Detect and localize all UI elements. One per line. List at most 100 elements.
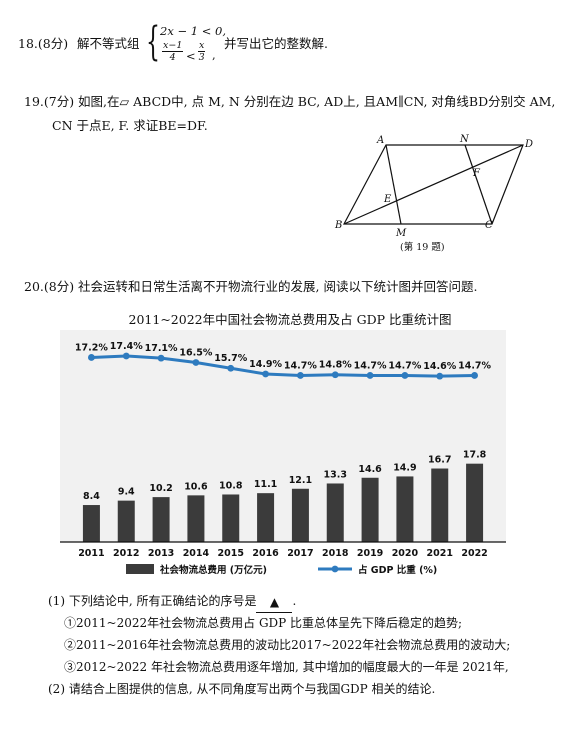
conclusion-2: ②2011~2016年社会物流总费用的波动比2017~2022年社会物流总费用的… bbox=[64, 638, 511, 652]
bar-2013 bbox=[152, 497, 170, 542]
parallelogram-figure: A N D F E B M C (第 19 题) bbox=[334, 134, 533, 253]
bar-2014 bbox=[187, 495, 205, 542]
inequality-system: { 2x − 1 < 0, x−1 4 < x 3 , bbox=[146, 19, 226, 66]
gdp-share-point-2013 bbox=[157, 354, 165, 362]
logistics-chart: 8.4 9.4 10.2 10.6 10.8 11.1 12.1 13.3 14.6 14.9 16… bbox=[60, 330, 506, 576]
point-d-label: D bbox=[524, 139, 533, 150]
legend-line-label: 占 GDP 比重 (%) bbox=[358, 564, 437, 576]
bar-value-label: 13.3 bbox=[324, 469, 347, 480]
gdp-share-point-2019 bbox=[366, 372, 374, 379]
q18-tail: 并写出它的整数解. bbox=[224, 36, 328, 51]
conclusion-3: ③2012~2022 年社会物流总费用逐年增加, 其中增加的幅度最大的一年是 2… bbox=[64, 660, 509, 674]
gdp-share-line bbox=[91, 354, 475, 378]
fraction-left: x−1 4 bbox=[162, 40, 184, 63]
segment-cn bbox=[464, 144, 493, 225]
fraction-left-numerator: x−1 bbox=[162, 40, 184, 52]
bar-2022 bbox=[466, 463, 484, 542]
x-tick-label: 2017 bbox=[287, 548, 313, 559]
blank-triangle-mark: ▲ bbox=[269, 595, 280, 609]
x-tick-label: 2022 bbox=[461, 548, 487, 559]
bar-value-label: 14.6 bbox=[358, 464, 382, 475]
gdp-share-point-2015 bbox=[227, 364, 235, 372]
legend-bar-label: 社会物流总费用 (万亿元) bbox=[159, 564, 267, 576]
fraction-right-denominator: 3 bbox=[198, 52, 205, 63]
gdp-share-label: 14.8% bbox=[319, 360, 352, 371]
bar-2016 bbox=[257, 493, 275, 542]
bar-value-label: 17.8 bbox=[463, 450, 487, 461]
gdp-share-point-2017 bbox=[297, 372, 304, 379]
segment-am bbox=[385, 144, 402, 225]
x-tick-label: 2019 bbox=[357, 548, 383, 559]
gdp-share-label: 16.5% bbox=[179, 347, 212, 358]
point-b-label: B bbox=[334, 220, 342, 231]
point-a-label: A bbox=[376, 135, 384, 146]
figure-caption: (第 19 题) bbox=[400, 241, 445, 253]
q20-line1: 20.(8分) 社会运转和日常生活离不开物流行业的发展, 阅读以下统计图并回答问… bbox=[24, 279, 478, 294]
gdp-share-label: 17.4% bbox=[110, 341, 143, 352]
point-c-label: C bbox=[485, 220, 493, 231]
bar-value-label: 9.4 bbox=[118, 487, 135, 498]
inequality-1: 2x − 1 < 0, bbox=[160, 24, 226, 38]
chart-title: 2011~2022年中国社会物流总费用及占 GDP 比重统计图 bbox=[128, 312, 452, 327]
gdp-share-label: 14.7% bbox=[458, 360, 491, 371]
bar-value-label: 10.8 bbox=[219, 480, 243, 491]
q20-sub1-end: . bbox=[292, 594, 297, 608]
x-tick-label: 2018 bbox=[322, 548, 349, 559]
q18-number: 18.(8分) bbox=[18, 36, 69, 51]
bar-2015 bbox=[222, 494, 240, 542]
q19-line2: CN 于点E, F. 求证BE=DF. bbox=[52, 118, 208, 133]
q18-text: 解不等式组 bbox=[77, 36, 140, 51]
bar-value-label: 11.1 bbox=[254, 479, 277, 490]
conclusion-1: ①2011~2022年社会物流总费用占 GDP 比重总体呈先下降后稳定的趋势; bbox=[64, 616, 463, 630]
x-tick-label: 2012 bbox=[113, 548, 139, 559]
bar-2011 bbox=[82, 505, 100, 542]
gdp-share-point-2016 bbox=[262, 370, 269, 378]
point-n-label: N bbox=[459, 134, 470, 145]
bar-2012 bbox=[117, 500, 135, 542]
gdp-share-label: 14.9% bbox=[249, 359, 282, 370]
bar-value-label: 14.9 bbox=[393, 462, 416, 473]
bar-2020 bbox=[396, 476, 414, 542]
gdp-share-point-2018 bbox=[331, 371, 339, 379]
gdp-share-point-2014 bbox=[192, 359, 200, 366]
point-f-label: F bbox=[472, 168, 481, 179]
x-tick-label: 2016 bbox=[252, 548, 279, 559]
x-tick-label: 2020 bbox=[392, 548, 419, 559]
fraction-right: x 3 bbox=[198, 40, 206, 63]
fraction-right-numerator: x bbox=[198, 40, 206, 52]
x-tick-label: 2011 bbox=[78, 548, 104, 559]
q20-sub1-text: (1) 下列结论中, 所有正确结论的序号是 bbox=[48, 594, 257, 608]
point-e-label: E bbox=[383, 194, 392, 205]
bar-2019 bbox=[361, 477, 379, 542]
bar-value-label: 8.4 bbox=[83, 491, 100, 502]
gdp-share-point-2021 bbox=[436, 372, 444, 380]
fraction-comma: , bbox=[212, 48, 216, 62]
gdp-share-label: 14.7% bbox=[388, 360, 421, 371]
bar-value-label: 10.6 bbox=[184, 481, 208, 492]
bar-value-label: 12.1 bbox=[289, 475, 312, 486]
gdp-share-label: 14.7% bbox=[354, 360, 387, 371]
gdp-share-label: 14.7% bbox=[284, 360, 317, 371]
diagonal-bd bbox=[343, 144, 524, 225]
legend-bar-swatch bbox=[126, 564, 154, 574]
less-than-sign: < bbox=[186, 49, 196, 63]
x-tick-label: 2014 bbox=[183, 548, 210, 559]
x-tick-label: 2015 bbox=[218, 548, 244, 559]
answer-blank[interactable]: ▲ bbox=[256, 593, 293, 613]
x-tick-label: 2013 bbox=[148, 548, 174, 559]
gdp-share-point-2012 bbox=[122, 352, 130, 360]
gdp-share-label: 14.6% bbox=[423, 361, 456, 372]
gdp-share-point-2022 bbox=[471, 372, 478, 379]
system-brace: { bbox=[146, 19, 160, 65]
bar-value-label: 10.2 bbox=[149, 483, 172, 494]
gdp-share-point-2011 bbox=[88, 354, 95, 361]
bar-2018 bbox=[326, 483, 344, 542]
gdp-share-point-2020 bbox=[401, 372, 409, 379]
bar-2017 bbox=[291, 488, 309, 542]
q20-sub2: (2) 请结合上图提供的信息, 从不同角度写出两个与我国GDP 相关的结论. bbox=[48, 682, 436, 696]
bar-2021 bbox=[431, 468, 449, 542]
legend-line-marker bbox=[331, 565, 339, 573]
q19-line1: 19.(7分) 如图,在▱ ABCD中, 点 M, N 分别在边 BC, AD上… bbox=[24, 94, 556, 109]
q20-sub1: (1) 下列结论中, 所有正确结论的序号是 ▲. bbox=[48, 592, 297, 613]
point-m-label: M bbox=[395, 228, 407, 239]
